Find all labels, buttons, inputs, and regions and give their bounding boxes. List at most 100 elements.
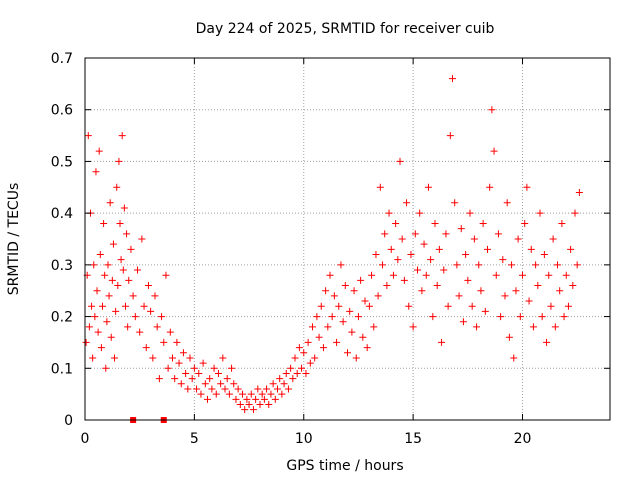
data-point	[239, 390, 246, 398]
data-point	[177, 380, 185, 388]
data-point	[100, 219, 108, 227]
y-tick-label: 0.7	[51, 51, 73, 67]
data-point	[149, 354, 157, 362]
data-point	[96, 251, 104, 259]
data-point	[407, 251, 415, 259]
data-point	[519, 271, 526, 279]
data-point	[560, 313, 568, 321]
data-point	[258, 390, 266, 398]
data-point	[372, 251, 380, 259]
data-point	[173, 338, 181, 346]
data-point	[162, 271, 170, 279]
data-point	[324, 323, 332, 331]
data-point	[433, 282, 441, 290]
data-point	[501, 292, 509, 300]
data-point	[92, 168, 100, 176]
data-point	[335, 302, 343, 310]
data-point	[256, 400, 264, 408]
data-point	[309, 323, 316, 331]
data-point	[267, 390, 275, 398]
data-point	[416, 209, 424, 217]
data-point	[444, 302, 452, 310]
chart-title: Day 224 of 2025, SRMTID for receiver cui…	[196, 21, 495, 37]
data-point	[186, 354, 194, 362]
data-point	[105, 292, 113, 300]
data-point	[210, 364, 218, 372]
data-point	[473, 323, 481, 331]
data-point	[120, 204, 128, 212]
data-point	[392, 219, 400, 227]
data-point	[151, 292, 159, 300]
data-point	[488, 106, 496, 114]
y-tick-label: 0.1	[51, 361, 73, 377]
data-point	[228, 364, 236, 372]
data-point	[442, 230, 450, 238]
data-point	[477, 287, 485, 295]
data-point	[295, 344, 303, 352]
data-point	[282, 369, 290, 377]
data-point	[111, 354, 119, 362]
data-point	[510, 354, 518, 362]
data-point	[106, 199, 114, 207]
data-point	[361, 297, 369, 305]
data-point	[328, 313, 336, 321]
data-point	[123, 230, 131, 238]
y-tick-label: 0.2	[51, 310, 73, 326]
data-point	[82, 338, 90, 346]
data-point	[160, 338, 168, 346]
data-point	[115, 157, 123, 165]
data-point	[311, 354, 319, 362]
data-point	[411, 230, 419, 238]
data-point	[223, 375, 231, 383]
data-point	[400, 276, 408, 284]
data-point	[333, 338, 341, 346]
data-point	[455, 292, 463, 300]
data-point	[129, 292, 137, 300]
data-point	[166, 328, 174, 336]
data-point	[289, 375, 297, 383]
data-point	[234, 385, 242, 393]
data-point	[225, 390, 233, 398]
data-point	[394, 256, 402, 264]
y-tick-label: 0	[64, 413, 73, 429]
data-point	[532, 261, 540, 269]
data-point	[512, 287, 520, 295]
data-point	[284, 385, 292, 393]
data-point	[142, 344, 150, 352]
data-point	[298, 364, 306, 372]
data-point	[357, 276, 365, 284]
data-point	[84, 132, 92, 140]
data-point	[280, 380, 288, 388]
data-point	[197, 390, 205, 398]
data-point	[276, 375, 284, 383]
data-point	[304, 338, 312, 346]
data-point	[265, 400, 273, 408]
data-point	[232, 395, 240, 403]
data-point	[136, 328, 144, 336]
data-point	[505, 333, 513, 341]
data-point	[348, 328, 356, 336]
data-point	[195, 369, 203, 377]
data-point	[102, 364, 110, 372]
data-point	[90, 261, 98, 269]
data-point	[260, 395, 268, 403]
data-point	[457, 225, 465, 233]
data-point	[300, 349, 308, 357]
data-point	[147, 307, 155, 315]
data-point	[543, 338, 551, 346]
data-point	[322, 287, 330, 295]
data-point	[169, 354, 176, 362]
data-point	[453, 261, 461, 269]
data-point	[556, 287, 564, 295]
grid-lines	[85, 58, 610, 420]
data-point	[459, 318, 467, 326]
data-point	[538, 313, 546, 321]
plot-frame	[84, 57, 611, 421]
data-point	[212, 390, 220, 398]
data-point	[190, 364, 198, 372]
data-point	[140, 302, 148, 310]
data-point	[523, 183, 531, 191]
data-point	[464, 276, 472, 284]
data-point	[164, 364, 172, 372]
